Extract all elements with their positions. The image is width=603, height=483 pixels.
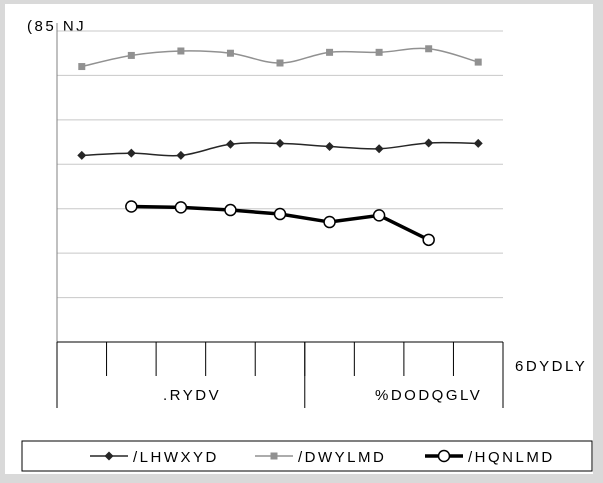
series-layer (77, 45, 483, 247)
data-point (473, 138, 483, 148)
data-point (424, 138, 434, 148)
legend-item: /DWYLMD (255, 449, 386, 466)
data-point (425, 45, 433, 53)
data-point (226, 49, 234, 57)
data-point (326, 48, 334, 56)
data-point (474, 58, 482, 66)
data-point (77, 150, 87, 160)
data-point (273, 207, 287, 221)
series-1 (77, 138, 483, 160)
gridlines (57, 30, 503, 299)
data-point (422, 233, 435, 247)
x-group-label: .RYDV (163, 387, 221, 404)
legend: /LHWXYD/DWYLMD/HQNLMD (21, 440, 593, 472)
legend-marker (270, 452, 278, 460)
line-chart: (85 NJ 6DYDLY .RYDV %DODQGLV /LHWXYD/DWY… (21, 18, 593, 472)
data-point (126, 148, 136, 158)
data-point (323, 215, 336, 229)
data-point (374, 144, 384, 154)
data-point (276, 59, 284, 67)
data-point (372, 209, 386, 222)
legend-marker (437, 449, 451, 463)
data-point (224, 203, 237, 217)
legend-item: /HQNLMD (425, 449, 555, 466)
data-point (325, 142, 335, 152)
series-2 (78, 45, 482, 71)
series-3 (125, 200, 435, 247)
data-point (375, 48, 383, 56)
data-point (78, 63, 86, 71)
data-point (174, 201, 188, 214)
legend-marker (104, 451, 114, 461)
x-axis (56, 23, 504, 408)
data-point (225, 139, 235, 149)
chart-area: (85 NJ 6DYDLY .RYDV %DODQGLV /LHWXYD/DWY… (5, 4, 593, 474)
legend-label: /HQNLMD (468, 449, 555, 466)
legend-label: /LHWXYD (133, 449, 219, 466)
x-axis-title: 6DYDLY (515, 358, 587, 375)
data-point (275, 138, 285, 148)
data-point (127, 51, 135, 59)
data-point (125, 200, 138, 213)
data-point (177, 47, 185, 55)
legend-item: /LHWXYD (90, 449, 219, 466)
x-group-label: %DODQGLV (375, 387, 482, 404)
legend-label: /DWYLMD (298, 449, 386, 466)
data-point (176, 150, 186, 160)
